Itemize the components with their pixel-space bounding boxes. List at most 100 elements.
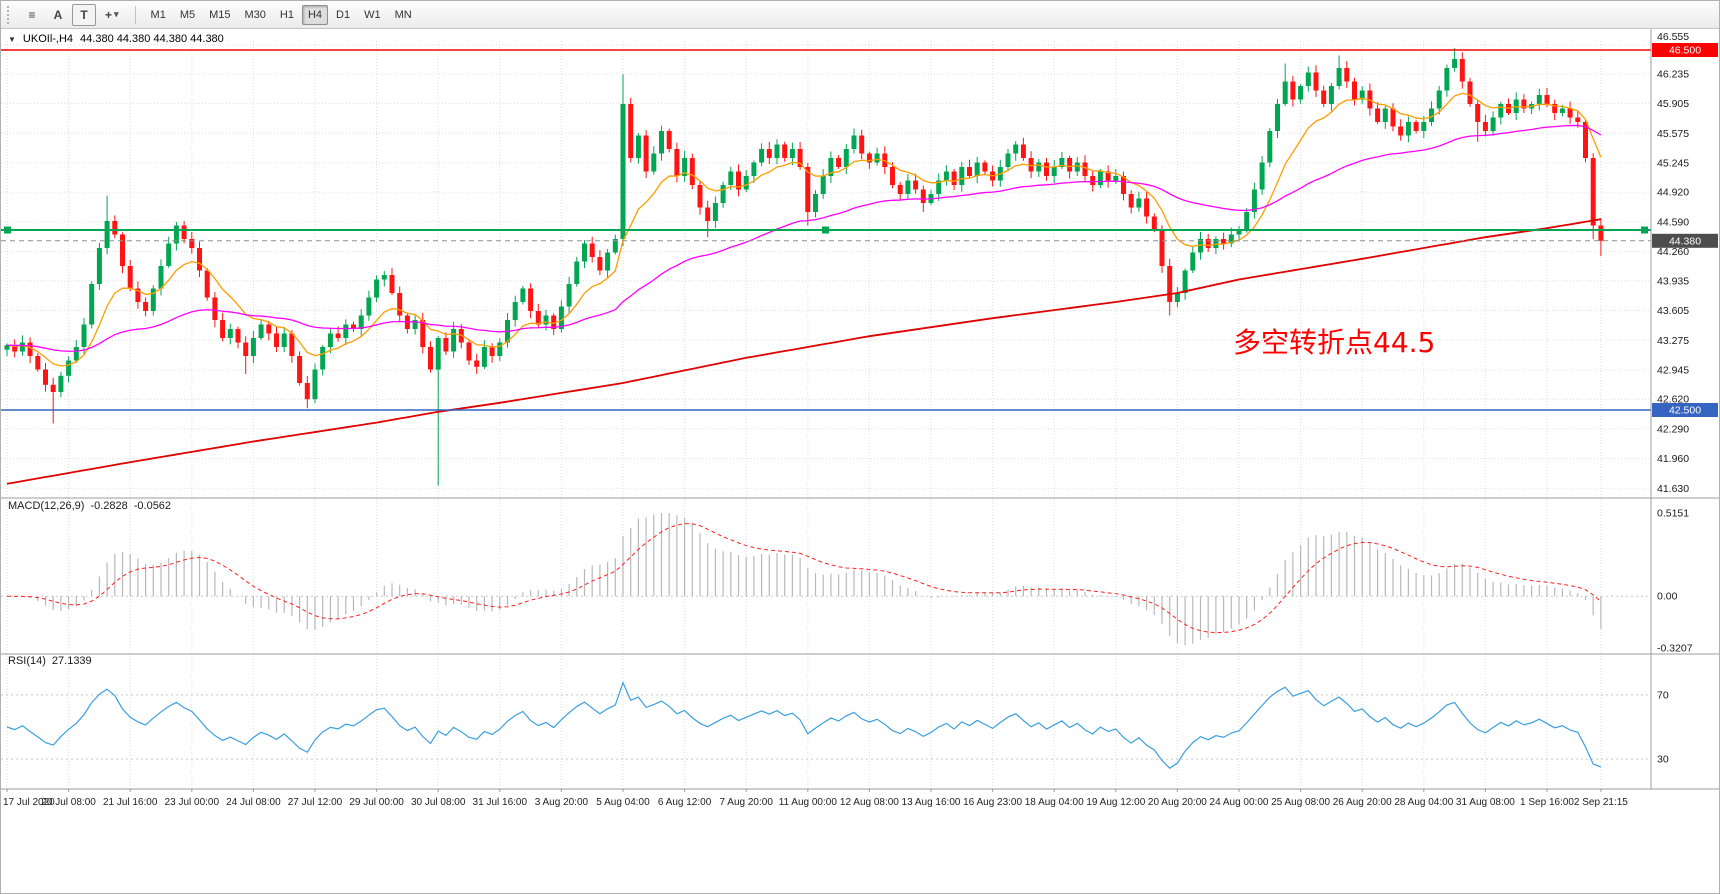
price-axis-label: 45.575 <box>1657 128 1689 140</box>
line-42.500-badge <box>1652 403 1718 417</box>
price-axis-label: 45.905 <box>1657 98 1689 110</box>
time-axis-label: 12 Aug 08:00 <box>840 797 899 808</box>
timeframe-button-m30[interactable]: M30 <box>239 5 272 25</box>
time-axis-label: 17 Jul 2020 <box>3 797 55 808</box>
chart-area[interactable]: 46.555 46.235 45.905 45.575 45.245 44.920 44.5… <box>1 29 1720 893</box>
toolbar-grip-handle[interactable] <box>7 5 13 24</box>
ma-slow-line <box>6 218 1602 485</box>
time-axis-label: 26 Aug 20:00 <box>1333 797 1392 808</box>
time-axis-label: 27 Jul 12:00 <box>288 797 343 808</box>
moving-averages <box>6 92 1602 485</box>
ma-50-line <box>6 124 1602 352</box>
macd-indicator-label: MACD(12,26,9) -0.2828 -0.0562 <box>8 500 171 512</box>
time-axis-label: 1 Sep 16:00 <box>1520 797 1574 808</box>
price-axis-label: 42.620 <box>1657 394 1689 406</box>
time-axis-label: 11 Aug 00:00 <box>779 797 838 808</box>
symbol-label: ▼ UKOIl-,H4 44.380 44.380 44.380 44.380 <box>8 33 224 45</box>
price-axis-label: 46.555 <box>1657 31 1689 43</box>
time-axis-label: 13 Aug 16:00 <box>902 797 961 808</box>
time-axis-label: 18 Aug 04:00 <box>1025 797 1084 808</box>
price-axis-label: 44.920 <box>1657 187 1689 199</box>
time-axis-label: 6 Aug 12:00 <box>658 797 712 808</box>
current-price-badge <box>1652 233 1718 248</box>
crosshair-tool-button[interactable]: + ▾ <box>98 4 126 26</box>
line-drag-handle[interactable] <box>1641 226 1648 234</box>
timeframe-toolbar: M1 M5 M15 M30 H1 H4 D1 W1 MN <box>144 4 419 25</box>
charts-list-icon[interactable]: ≡ <box>20 4 44 26</box>
time-axis-label: 23 Jul 00:00 <box>165 797 220 808</box>
timeframe-button-mn[interactable]: MN <box>389 5 418 25</box>
cursor-tool-button[interactable]: A <box>46 4 70 26</box>
current-price-badge-label: 44.380 <box>1669 235 1701 247</box>
timeframe-button-m15[interactable]: M15 <box>203 5 236 25</box>
chart-canvas[interactable]: 46.555 46.235 45.905 45.575 45.245 44.920 44.5… <box>1 29 1720 813</box>
time-axis-label: 24 Jul 08:00 <box>226 797 281 808</box>
time-axis-label: 31 Aug 08:00 <box>1456 797 1515 808</box>
toolbar: ≡ A T + ▾ M1 M5 M15 M30 H1 H4 D1 W1 MN <box>1 1 1719 29</box>
panel-separators <box>1 29 1719 792</box>
price-lines <box>1 49 1651 411</box>
price-axis-label: 44.260 <box>1657 246 1689 258</box>
time-axis-label: 19 Aug 12:00 <box>1086 797 1145 808</box>
timeframe-button-h1[interactable]: H1 <box>274 5 300 25</box>
price-axis-label: 44.590 <box>1657 216 1689 228</box>
price-axis-label: 41.960 <box>1657 453 1689 465</box>
timeframe-button-h4[interactable]: H4 <box>301 4 329 25</box>
price-axis-label: 46.235 <box>1657 68 1689 80</box>
line-drag-handle[interactable] <box>4 226 11 234</box>
line-46.500-badge <box>1652 43 1718 57</box>
price-axis-label: 41.630 <box>1657 483 1689 495</box>
annotation-text[interactable]: 多空转折点44.5 <box>1233 326 1436 359</box>
price-axis-label: 43.935 <box>1657 275 1689 287</box>
price-axis-label: 42.290 <box>1657 423 1689 435</box>
time-axis-label: 30 Jul 08:00 <box>411 797 466 808</box>
symbol-name: UKOIl-,H4 <box>22 33 74 45</box>
time-axis-label: 29 Jul 00:00 <box>349 797 404 808</box>
price-axis-label: 45.245 <box>1657 157 1689 169</box>
rsi-title: RSI(14) <box>8 655 46 667</box>
time-axis-label: 28 Aug 04:00 <box>1394 797 1453 808</box>
timeframe-button-w1[interactable]: W1 <box>358 5 387 25</box>
collapse-triangle-icon[interactable]: ▼ <box>8 34 16 44</box>
price-axis-label: 43.275 <box>1657 335 1689 347</box>
macd-axis-label: 0.5151 <box>1657 508 1689 520</box>
chevron-down-icon: ▾ <box>114 9 119 19</box>
macd-signal-line <box>6 523 1602 634</box>
time-axis-label: 25 Aug 08:00 <box>1271 797 1330 808</box>
timeframe-button-m1[interactable]: M1 <box>145 5 172 25</box>
toolbar-divider <box>134 5 136 24</box>
symbol-ohlc: 44.380 44.380 44.380 44.380 <box>80 33 224 45</box>
candles <box>4 48 1604 486</box>
rsi-indicator-label: RSI(14) 27.1339 <box>8 655 92 667</box>
macd-value: -0.2828 <box>90 500 128 512</box>
time-axis-label: 21 Jul 16:00 <box>103 797 158 808</box>
time-axis-label: 7 Aug 20:00 <box>720 797 774 808</box>
time-axis-label: 3 Aug 20:00 <box>535 797 589 808</box>
line-42.500-badge-label: 42.500 <box>1669 405 1701 417</box>
time-axis-label: 2 Sep 21:15 <box>1574 797 1628 808</box>
macd-axis-label: 0.00 <box>1657 591 1678 603</box>
timeframe-button-m5[interactable]: M5 <box>174 5 201 25</box>
rsi-line <box>6 680 1602 769</box>
rsi-panel <box>1 680 1651 769</box>
timeframe-button-d1[interactable]: D1 <box>330 5 356 25</box>
rsi-axis-label: 30 <box>1657 754 1669 766</box>
rsi-value: 27.1339 <box>51 655 92 667</box>
price-axis-label: 42.945 <box>1657 364 1689 376</box>
time-axis-label: 20 Jul 08:00 <box>41 797 96 808</box>
macd-title: MACD(12,26,9) <box>8 500 85 512</box>
ma-10-line <box>6 92 1602 367</box>
time-axis-label: 16 Aug 23:00 <box>963 797 1022 808</box>
time-axis-label: 24 Aug 00:00 <box>1210 797 1269 808</box>
line-46.500-badge-label: 46.500 <box>1669 45 1701 57</box>
macd-panel <box>1 513 1651 646</box>
line-drag-handle[interactable] <box>822 226 829 234</box>
time-axis-label: 31 Jul 16:00 <box>473 797 528 808</box>
macd-signal-value: -0.0562 <box>133 500 172 512</box>
price-axis-label: 43.605 <box>1657 305 1689 317</box>
text-tool-button[interactable]: T <box>72 3 96 26</box>
macd-axis-label: -0.3207 <box>1657 643 1693 655</box>
time-axis-label: 20 Aug 20:00 <box>1148 797 1207 808</box>
